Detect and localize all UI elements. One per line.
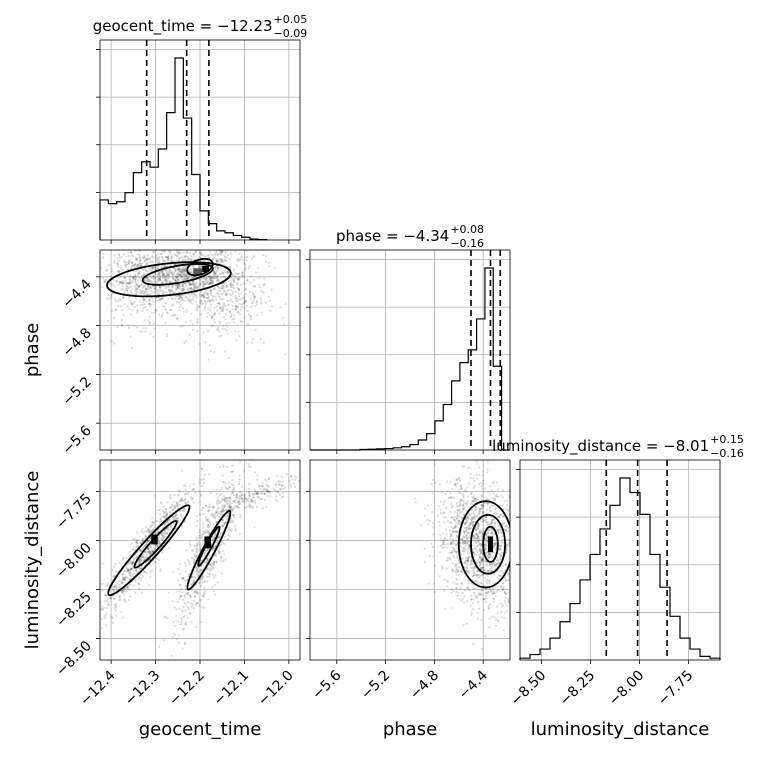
joint-phase-geocent_time — [100, 250, 287, 361]
xtick-label-geocent_time-2: −12.2 — [166, 668, 208, 710]
ytick-label-luminosity_distance-2: −8.00 — [53, 540, 95, 582]
ytick-label-luminosity_distance-1: −8.25 — [53, 589, 95, 631]
panel-frame-luminosity_distance-phase — [309, 459, 511, 661]
y-axis-label-luminosity_distance: luminosity_distance — [22, 471, 43, 650]
ytick-label-luminosity_distance-3: −7.75 — [53, 491, 95, 533]
contour-luminosity_distance-phase-2 — [482, 525, 499, 563]
ytick-label-phase-2: −4.8 — [59, 325, 94, 360]
x-axis-label-geocent_time: geocent_time — [139, 719, 262, 740]
density-cell-1 — [202, 265, 209, 272]
joint-luminosity_distance-phase — [413, 461, 510, 650]
panel-title-phase: phase = −4.34 +0.08−0.16 — [336, 223, 484, 250]
panel-frame-luminosity_distance-luminosity_distance — [519, 459, 721, 661]
panel-grid-luminosity_distance-geocent_time — [100, 460, 300, 660]
xtick-label-phase-3: −4.4 — [456, 667, 491, 702]
xtick-label-phase-0: −5.6 — [309, 667, 344, 702]
xtick-label-phase-1: −5.2 — [358, 668, 393, 703]
xtick-label-geocent_time-0: −12.4 — [77, 667, 119, 709]
panel-grid-luminosity_distance-phase — [310, 460, 510, 660]
contour-luminosity_distance-geocent_time-1 — [133, 520, 178, 569]
histogram-geocent_time — [99, 57, 268, 241]
contour-luminosity_distance-phase-1 — [470, 514, 507, 575]
contour-luminosity_distance-geocent_time-3 — [197, 525, 221, 567]
panel-grid-phase-phase — [310, 250, 510, 450]
xtick-label-geocent_time-3: −12.1 — [211, 668, 253, 710]
ytick-label-phase-1: −5.2 — [59, 374, 94, 409]
samples-luminosity_distance-geocent_time — [100, 460, 300, 657]
x-axis-label-luminosity_distance: luminosity_distance — [531, 719, 710, 740]
ytick-label-luminosity_distance-0: −8.50 — [53, 638, 95, 680]
xtick-label-geocent_time-1: −12.3 — [122, 668, 164, 710]
x-axis-label-phase: phase — [383, 719, 437, 740]
panel-frame-phase-phase — [309, 249, 511, 451]
xtick-label-luminosity_distance-0: −8.50 — [508, 668, 550, 710]
contour-phase-geocent_time-1 — [141, 263, 214, 286]
histogram-phase — [310, 267, 510, 451]
contour-luminosity_distance-phase-0 — [457, 500, 510, 589]
xtick-label-geocent_time-4: −12.0 — [255, 668, 297, 710]
xtick-label-luminosity_distance-1: −8.25 — [557, 668, 599, 710]
contour-phase-geocent_time-0 — [106, 261, 232, 298]
samples-luminosity_distance-phase — [413, 461, 510, 650]
xtick-label-luminosity_distance-2: −8.00 — [606, 668, 648, 710]
contour-luminosity_distance-geocent_time-0 — [107, 504, 191, 597]
density-cell-0 — [488, 536, 493, 553]
joint-luminosity_distance-geocent_time — [100, 460, 300, 657]
histogram-luminosity_distance — [519, 477, 721, 660]
panel-title-geocent_time: geocent_time = −12.23 +0.05−0.09 — [93, 13, 308, 40]
contour-phase-geocent_time-2 — [186, 257, 214, 277]
xtick-label-luminosity_distance-3: −7.75 — [655, 668, 697, 710]
ytick-label-phase-3: −4.4 — [59, 276, 94, 311]
xtick-label-phase-2: −4.8 — [407, 668, 442, 703]
contour-luminosity_distance-geocent_time-2 — [186, 509, 232, 591]
ytick-label-phase-0: −5.6 — [59, 423, 94, 458]
panel-title-luminosity_distance: luminosity_distance = −8.01 +0.15−0.16 — [492, 433, 744, 460]
y-axis-label-phase: phase — [22, 323, 43, 377]
density-cell-0 — [193, 268, 203, 276]
